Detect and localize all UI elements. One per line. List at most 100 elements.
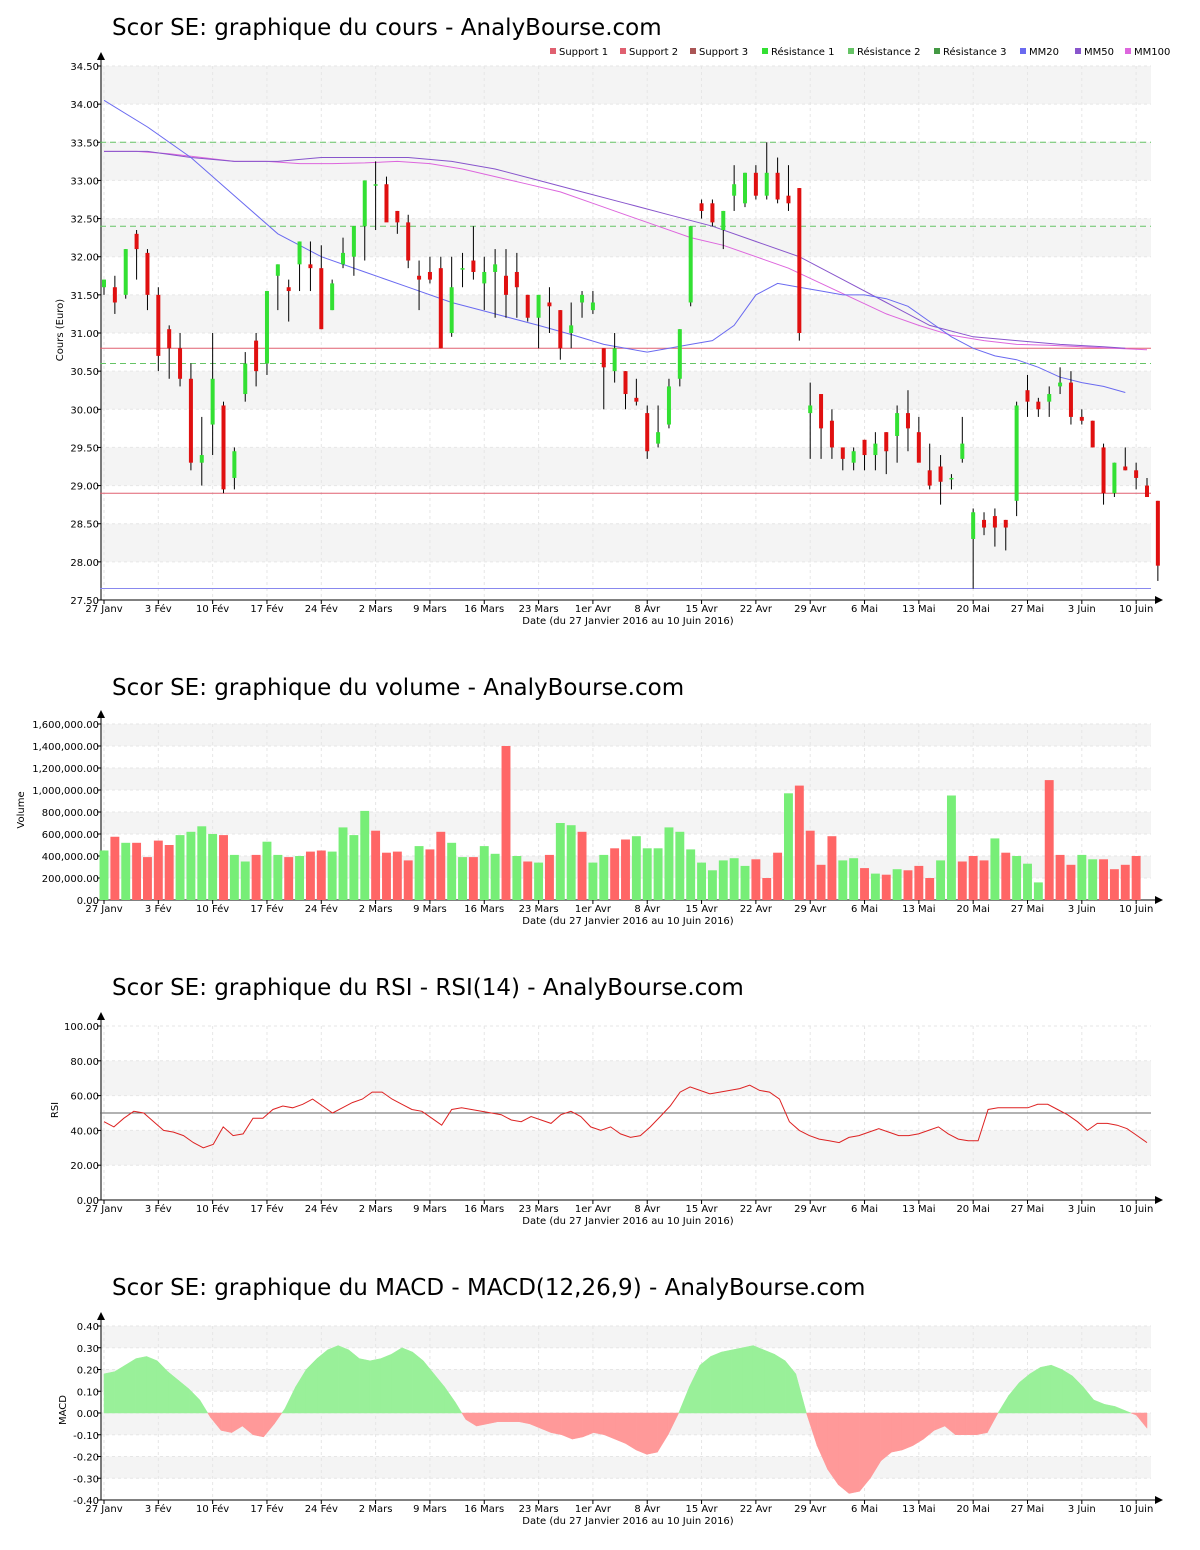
volume-bar (110, 836, 120, 900)
x-tick-label: 10 Juin (1119, 904, 1153, 915)
macd-area (274, 1412, 283, 1425)
volume-bar (1077, 854, 1087, 900)
x-tick-label: 27 Janv (85, 1204, 122, 1215)
volume-bar (132, 842, 142, 900)
y-tick-label: 600,000.00 (42, 830, 99, 841)
y-tick-label: 32.00 (70, 253, 99, 264)
macd-area (699, 1355, 711, 1414)
candle-body (786, 195, 791, 204)
x-tick-label: 6 Mai (851, 1504, 878, 1515)
candle-body (645, 413, 650, 452)
candle (275, 264, 280, 311)
macd-area (316, 1349, 328, 1414)
y-tick-label: -0.10 (73, 1431, 99, 1442)
volume-bar (349, 835, 359, 900)
x-tick-label: 2 Mars (359, 1204, 393, 1215)
candle-body (1112, 462, 1117, 494)
y-tick-label: 0.00 (77, 1196, 99, 1207)
volume-bar (860, 868, 869, 900)
candle-body (601, 348, 606, 368)
macd-area (561, 1412, 573, 1440)
candle (634, 378, 639, 406)
macd-area (1136, 1412, 1148, 1429)
candle-body (862, 439, 867, 456)
x-tick-label: 15 Avr (685, 1504, 718, 1515)
volume-bar (914, 865, 924, 900)
x-tick-label: 8 Avr (634, 1504, 661, 1515)
candle (167, 325, 172, 379)
y-tick-label: 34.00 (70, 100, 99, 111)
candle (840, 447, 845, 471)
candle (732, 165, 737, 211)
y-tick-label: 60.00 (70, 1092, 99, 1103)
candle (254, 333, 259, 387)
candle (1068, 371, 1073, 425)
x-tick-label: 10 Juin (1119, 1204, 1153, 1215)
volume-bar (371, 830, 381, 900)
macd-area (497, 1412, 509, 1422)
candle (373, 161, 378, 231)
volume-bar (870, 873, 880, 900)
x-tick-label: 23 Mars (519, 1504, 559, 1515)
macd-area (348, 1349, 360, 1414)
x-tick-label: 29 Avr (794, 604, 827, 615)
grid-band (100, 294, 1151, 333)
candle-body (210, 378, 215, 425)
x-tick-label: 24 Fév (305, 903, 338, 915)
candle-body (1003, 519, 1008, 528)
legend-label: MM50 (1084, 47, 1114, 58)
x-tick-label: 29 Avr (794, 904, 827, 915)
legend-item: Résistance 3 (934, 46, 1006, 58)
candle (1036, 397, 1041, 417)
candle (210, 333, 215, 456)
volume-bar (403, 860, 413, 900)
volume-y-label: Volume (16, 791, 27, 828)
x-tick-label: 20 Mai (956, 1204, 989, 1215)
volume-bar (881, 874, 891, 900)
candle (232, 447, 237, 490)
x-tick-label: 16 Mars (464, 1204, 504, 1215)
candle-body (743, 172, 748, 204)
grid-band (100, 1369, 1151, 1392)
macd-area (965, 1412, 977, 1435)
candle-body (938, 466, 943, 482)
volume-bar (718, 860, 728, 900)
macd-area (486, 1412, 499, 1425)
volume-bar (153, 840, 163, 900)
legend-item: Support 3 (690, 47, 748, 58)
candle-body (992, 516, 997, 528)
x-tick-label: 17 Fév (250, 903, 283, 915)
macd-area (401, 1347, 413, 1414)
y-tick-label: 33.50 (70, 138, 99, 149)
candle-body (297, 241, 302, 265)
candle (156, 287, 161, 372)
macd-area (156, 1360, 169, 1414)
candle-body (449, 287, 454, 333)
candle-body (1047, 394, 1052, 402)
macd-area (412, 1351, 424, 1414)
volume-bar (990, 838, 1000, 900)
y-tick-label: 1,200,000.00 (32, 764, 99, 775)
x-tick-label: 22 Avr (740, 1204, 773, 1215)
volume-chart: 0.00 200,000.00 400,000.00 600,000.00 800,00… (32, 710, 1163, 915)
volume-bar (436, 831, 446, 900)
candle-body (471, 260, 476, 272)
candle-body (721, 210, 726, 231)
macd-area (1029, 1366, 1041, 1414)
volume-bar (762, 878, 772, 900)
candle (188, 363, 193, 471)
x-tick-label: 22 Avr (740, 1504, 773, 1515)
x-tick-label: 13 Mai (902, 1504, 935, 1515)
candle (623, 371, 628, 410)
volume-bar (892, 869, 902, 900)
candle-body (384, 184, 389, 223)
candle (536, 294, 541, 349)
x-tick-label: 6 Mai (851, 1204, 878, 1215)
candle-body (102, 279, 106, 288)
macd-area (125, 1358, 137, 1414)
x-tick-label: 1er Avr (575, 904, 612, 915)
macd-area (912, 1412, 924, 1447)
candle (851, 447, 856, 471)
macd-area (391, 1347, 403, 1414)
